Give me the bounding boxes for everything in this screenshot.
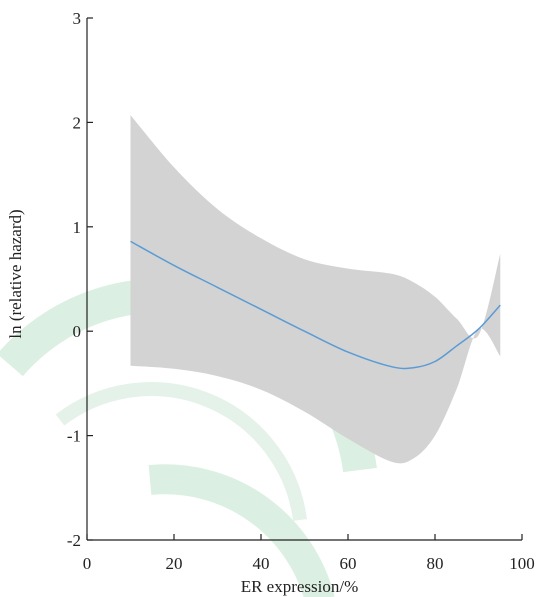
x-axis-title: ER expression/% <box>241 577 359 596</box>
watermark-ring-inner <box>55 382 307 521</box>
y-axis-title: ln (relative hazard) <box>6 209 25 338</box>
data-point <box>216 285 220 289</box>
y-axis-ticks: -2 -1 0 1 2 3 <box>67 9 93 550</box>
x-axis-ticks: 0 20 40 60 80 100 <box>83 534 535 573</box>
data-point <box>498 303 502 307</box>
confidence-band <box>130 115 501 464</box>
data-point <box>129 239 133 243</box>
x-tick-label: 40 <box>253 554 270 573</box>
data-point <box>411 366 415 370</box>
data-point <box>172 263 176 267</box>
watermark-ring-lower <box>148 464 335 597</box>
data-point <box>455 344 459 348</box>
x-tick-label: 80 <box>427 554 444 573</box>
data-point <box>303 329 307 333</box>
hazard-curve-line <box>130 240 501 370</box>
y-tick-label: -2 <box>67 531 81 550</box>
y-tick-label: -1 <box>67 427 81 446</box>
data-point <box>477 327 481 331</box>
data-point <box>259 307 263 311</box>
y-tick-label: 3 <box>73 9 82 28</box>
y-tick-label: 1 <box>73 218 82 237</box>
data-point <box>433 359 437 363</box>
x-tick-label: 0 <box>83 554 92 573</box>
data-point <box>390 365 394 369</box>
x-tick-label: 100 <box>509 554 535 573</box>
y-tick-label: 0 <box>73 322 82 341</box>
x-tick-label: 60 <box>340 554 357 573</box>
y-tick-label: 2 <box>73 113 82 132</box>
data-point <box>346 350 350 354</box>
x-tick-label: 20 <box>166 554 183 573</box>
